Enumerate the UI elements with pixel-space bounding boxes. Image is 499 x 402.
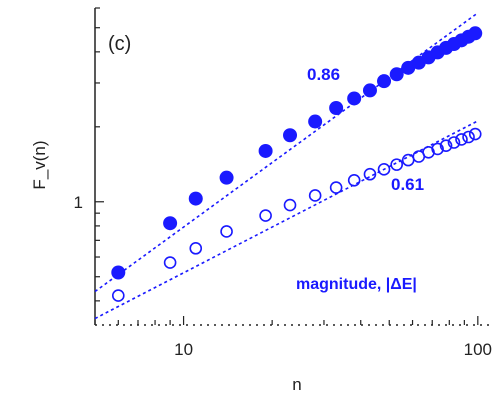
data-point-filled [362,83,377,98]
data-point-filled [468,26,483,41]
data-point-open [447,136,461,149]
data-point-open [111,289,125,302]
data-point-filled [219,170,234,185]
fit-lines [94,12,479,320]
data-point-filled [283,128,298,143]
data-point-open [220,225,233,238]
x-axis-title: n [292,375,301,394]
data-point-open [377,163,391,176]
data-point-open [401,153,415,167]
data-point-open [189,242,203,255]
x-tick-label: 10 [174,340,193,359]
slope-label-filled: 0.86 [307,65,340,84]
data-point-open [390,158,403,171]
data-point-filled [377,74,392,89]
data-point-open [363,167,377,181]
data-point-open [468,127,482,141]
data-point-filled [163,216,178,231]
data-point-open [259,209,272,222]
data-point-open [455,133,468,146]
data-point-filled [401,60,416,75]
data-point-open [347,173,361,187]
data-point-filled [347,91,362,106]
data-point-filled [308,114,323,129]
data-point-open [308,189,322,202]
fit-line [94,12,479,293]
data-point-open [163,256,177,269]
data-point-open [439,139,453,152]
slope-label-open: 0.61 [391,175,424,194]
data-point-filled [111,265,126,280]
data-point-filled [188,191,203,206]
data-point-filled [329,100,344,115]
data-point-open [283,198,297,212]
y-axis-title: F_v(n) [30,140,49,189]
series-label: magnitude, |ΔE| [296,276,417,293]
data-point-open [329,181,343,194]
data-point-filled [258,143,273,158]
data-points [111,26,483,302]
y-tick-label: 1 [74,193,83,212]
data-point-filled [389,67,404,82]
x-tick-label: 100 [464,340,492,359]
panel-label: (c) [108,33,131,55]
data-point-open [431,142,444,156]
plot-axes: 10 100 1 [74,7,492,359]
data-point-open [462,130,475,144]
